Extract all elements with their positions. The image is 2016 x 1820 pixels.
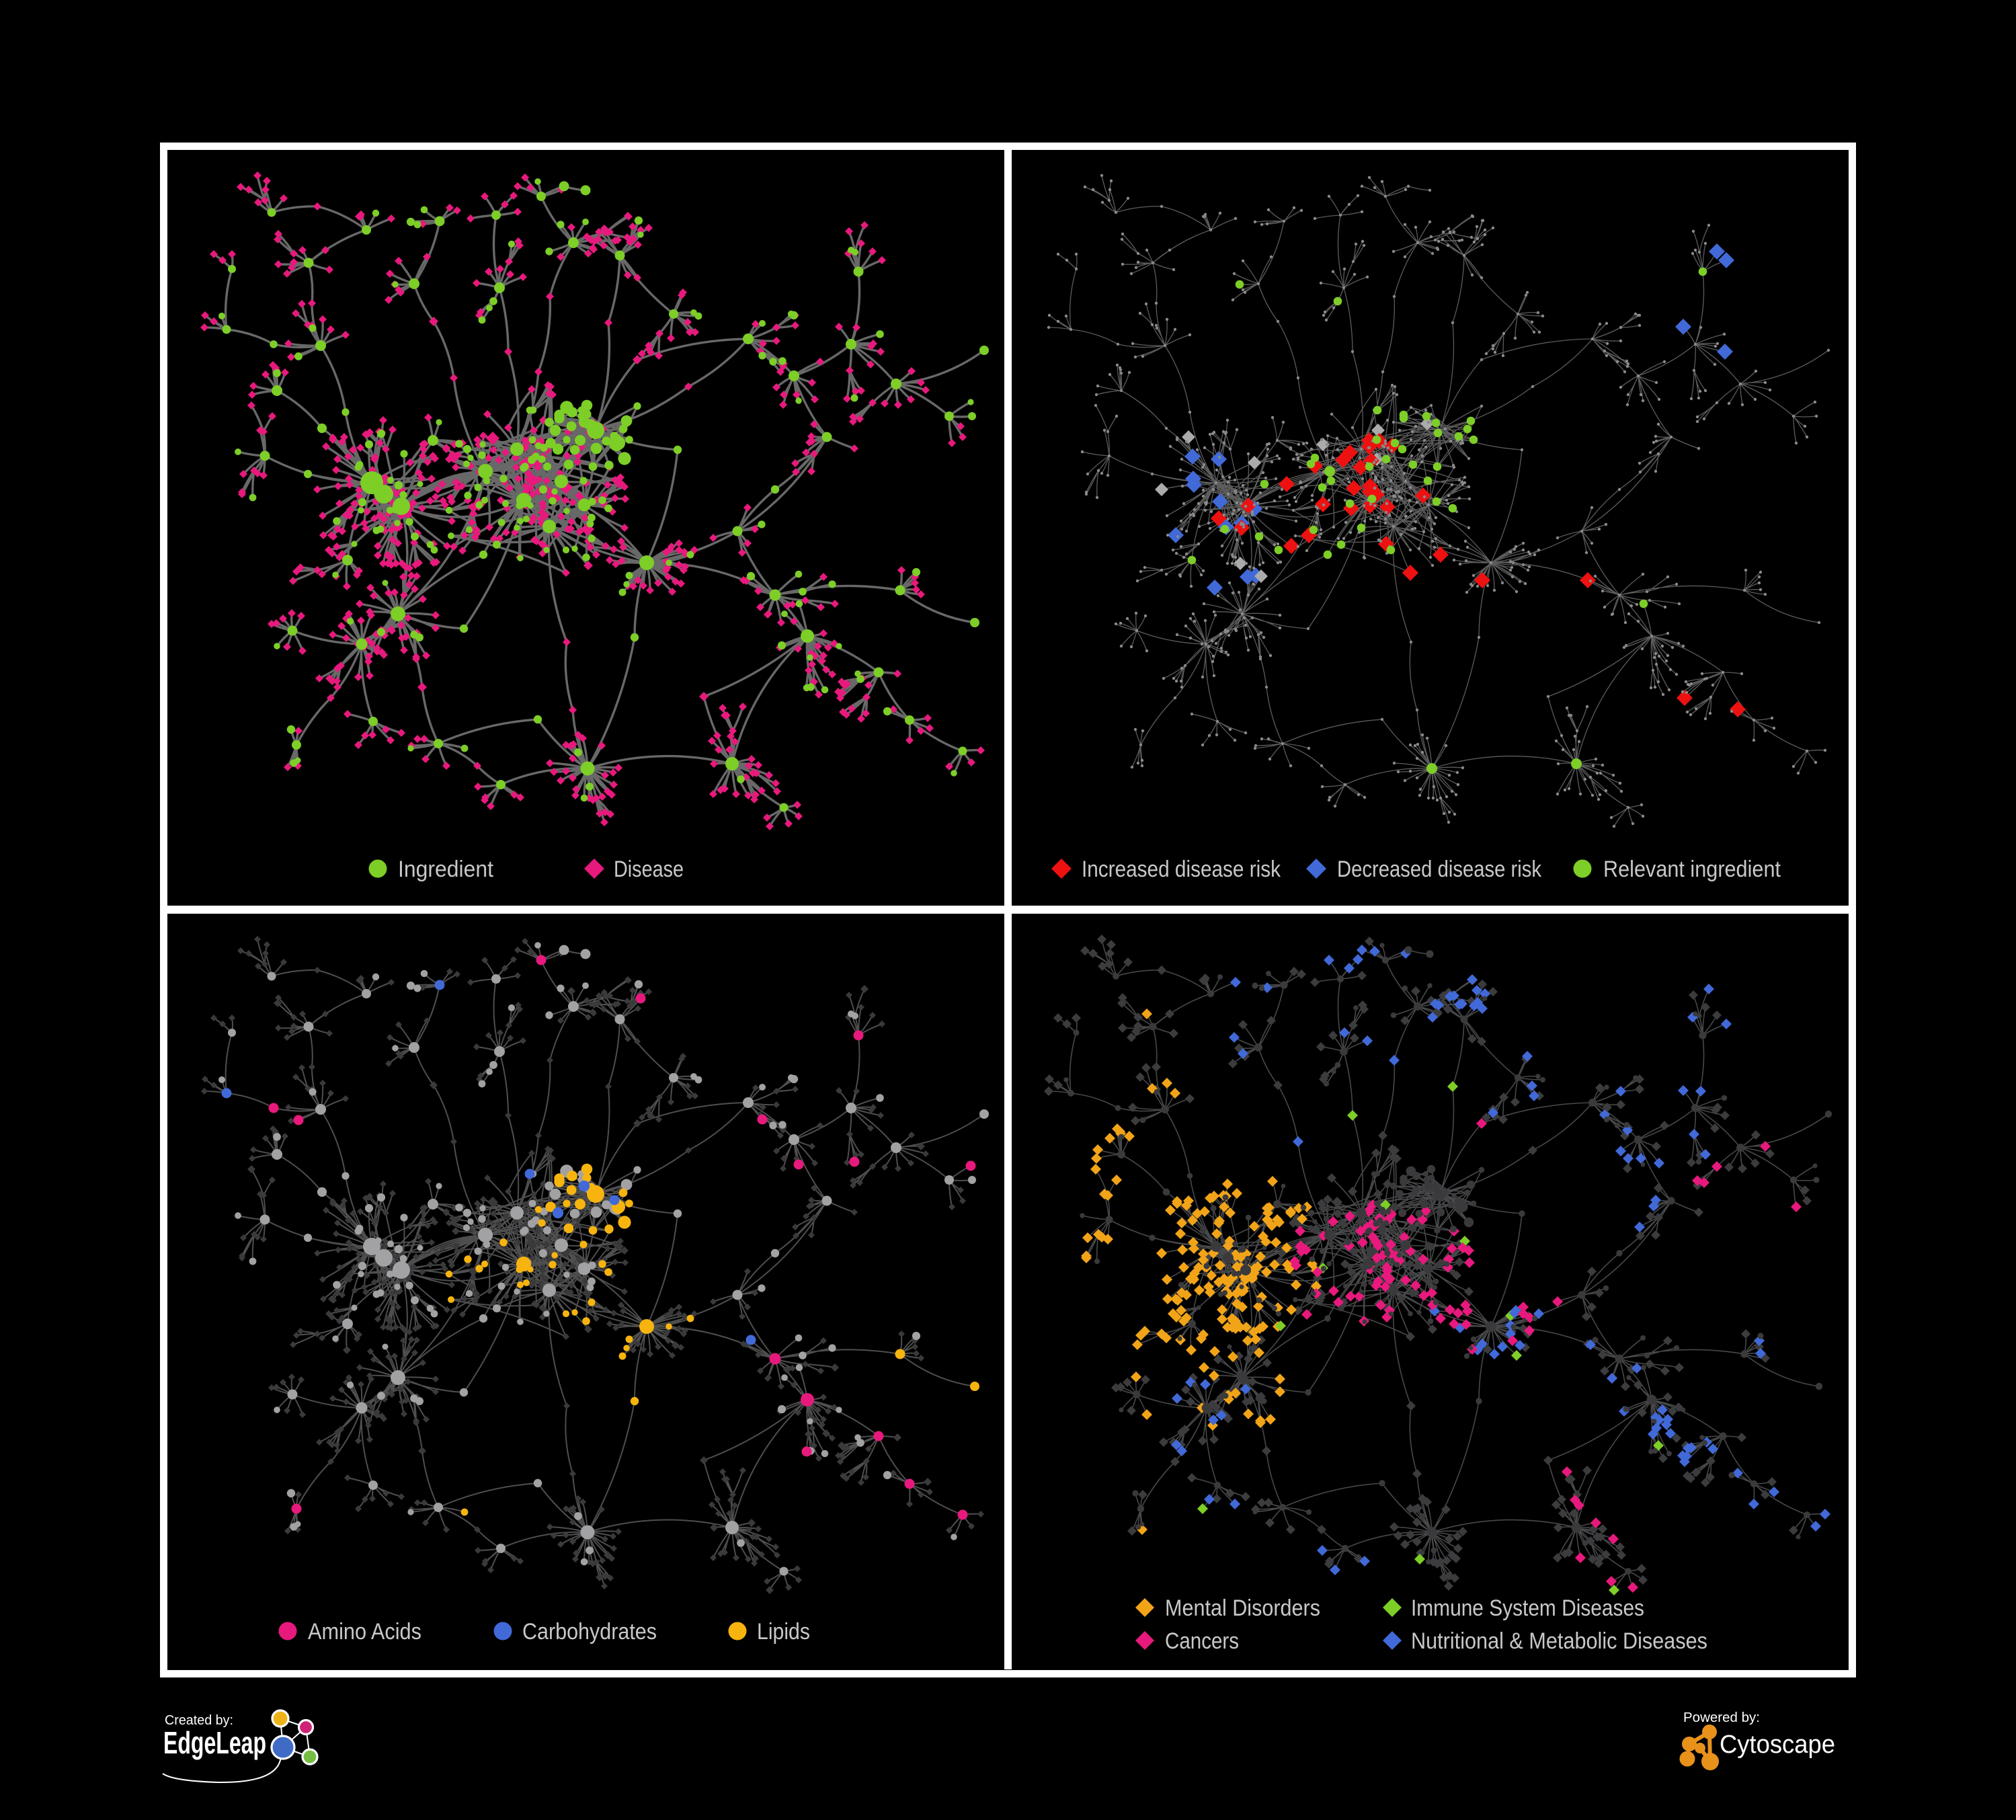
svg-text:Cytoscape: Cytoscape (1720, 1731, 1835, 1759)
svg-text:Powered by:: Powered by: (1683, 1710, 1760, 1725)
svg-text:Amino Acids: Amino Acids (308, 1619, 421, 1645)
svg-text:Decreased disease risk: Decreased disease risk (1337, 857, 1542, 882)
svg-text:Relevant ingredient: Relevant ingredient (1603, 857, 1781, 882)
svg-text:Lipids: Lipids (757, 1619, 810, 1645)
svg-text:Carbohydrates: Carbohydrates (522, 1619, 657, 1645)
svg-text:Increased disease risk: Increased disease risk (1082, 857, 1281, 882)
svg-text:Disease: Disease (614, 857, 684, 882)
svg-text:EdgeLeap: EdgeLeap (163, 1725, 266, 1760)
svg-text:Ingredient: Ingredient (398, 857, 494, 882)
